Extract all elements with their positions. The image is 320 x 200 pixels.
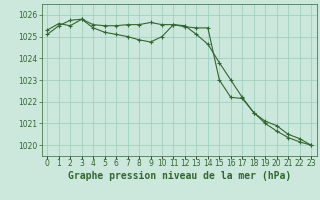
X-axis label: Graphe pression niveau de la mer (hPa): Graphe pression niveau de la mer (hPa) [68, 171, 291, 181]
